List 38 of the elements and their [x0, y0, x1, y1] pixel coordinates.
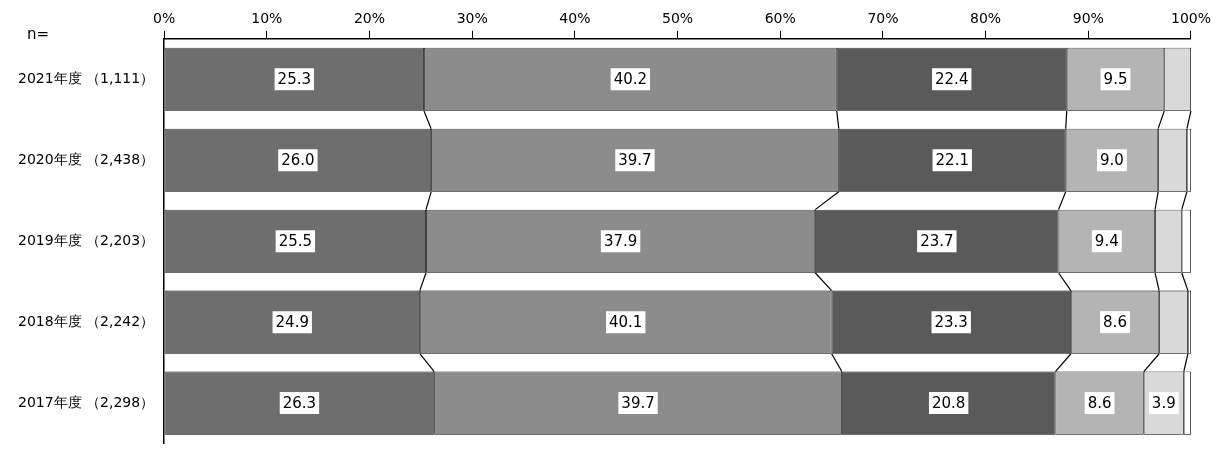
- x-tick-label: 30%: [456, 10, 488, 27]
- data-label: 40.1: [609, 313, 643, 332]
- x-tick-label: 90%: [1072, 10, 1104, 27]
- data-label: 20.8: [931, 394, 966, 413]
- x-tick-label: 70%: [867, 10, 899, 27]
- data-label: 25.5: [278, 232, 313, 251]
- x-tick-label: 60%: [764, 10, 796, 27]
- data-label: 8.6: [1103, 313, 1127, 332]
- data-label: 23.7: [920, 232, 954, 251]
- data-label: 40.2: [613, 70, 648, 89]
- data-label: 22.4: [935, 70, 969, 89]
- x-tick-label: 100%: [1170, 10, 1211, 27]
- x-tick-label: 80%: [970, 10, 1002, 27]
- data-label: 26.3: [282, 394, 317, 413]
- data-label: 8.6: [1087, 394, 1112, 413]
- text: n=: [27, 24, 50, 43]
- data-label: 9.5: [1103, 70, 1128, 89]
- data-label: 24.9: [275, 313, 309, 332]
- x-tick-label: 40%: [559, 10, 591, 27]
- data-label: 39.7: [618, 151, 652, 170]
- data-label: 9.4: [1094, 232, 1119, 251]
- y-tick-label: 2020年度 （2,438）: [17, 150, 155, 167]
- y-tick-label: 2021年度 （1,111）: [17, 69, 155, 86]
- data-label: 37.9: [603, 232, 638, 251]
- x-tick-label: 10%: [251, 10, 283, 27]
- data-label: 39.7: [621, 394, 655, 413]
- data-label: 26.0: [281, 151, 315, 170]
- x-tick-label: 0%: [153, 10, 176, 27]
- data-label: 25.3: [277, 70, 312, 89]
- y-tick-label: 2019年度 （2,203）: [17, 231, 155, 248]
- y-tick-label: 2018年度 （2,242）: [17, 312, 155, 329]
- data-label: 9.0: [1099, 151, 1124, 170]
- y-tick-label: 2017年度 （2,298）: [17, 393, 155, 410]
- x-tick-label: 50%: [662, 10, 694, 27]
- x-tick-label: 20%: [353, 10, 386, 27]
- data-label: 23.3: [934, 313, 968, 332]
- data-label: 3.9: [1151, 394, 1176, 413]
- data-label: 22.1: [935, 151, 969, 170]
